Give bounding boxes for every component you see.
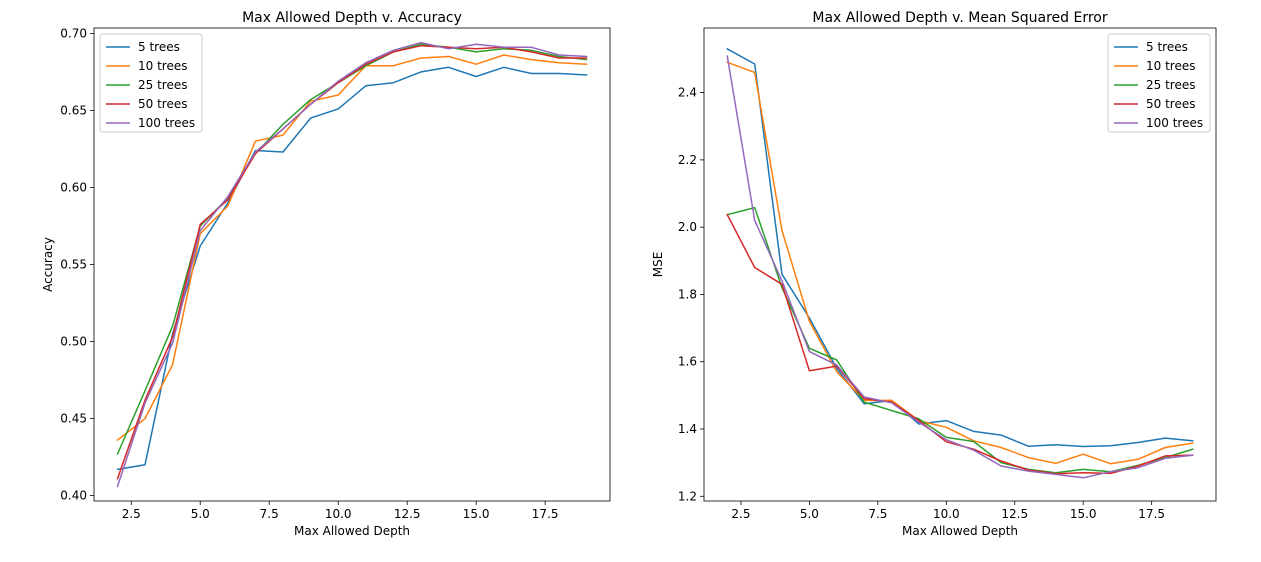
x-tick-label: 2.5	[122, 507, 141, 521]
y-tick-label: 0.65	[60, 103, 87, 117]
y-tick-label: 2.4	[678, 86, 697, 100]
y-tick-label: 2.2	[678, 153, 697, 167]
legend-label-2: 25 trees	[138, 78, 187, 92]
x-axis-label: Max Allowed Depth	[294, 524, 410, 538]
y-tick-label: 1.6	[678, 355, 697, 369]
y-tick-label: 0.55	[60, 258, 87, 272]
legend-label-4: 100 trees	[138, 116, 195, 130]
legend: 5 trees 10 trees 25 trees 50 trees 100 trees	[99, 33, 203, 133]
y-tick-label: 1.8	[678, 287, 697, 301]
series-lines	[726, 47, 1194, 479]
legend-label-1: 10 trees	[138, 59, 187, 73]
x-tick-label: 15.0	[1070, 507, 1097, 521]
chart-title: Max Allowed Depth v. Mean Squared Error	[812, 10, 1107, 26]
y-axis-label: MSE	[651, 252, 665, 278]
y-tick-label: 0.50	[60, 335, 87, 349]
legend-label-3: 50 trees	[138, 97, 187, 111]
legend-label-4: 100 trees	[1146, 116, 1203, 130]
y-tick-label: 0.60	[60, 180, 87, 194]
legend-box	[99, 33, 203, 133]
chart-title: Max Allowed Depth v. Accuracy	[242, 10, 462, 26]
series-line-4	[726, 55, 1194, 479]
x-tick-label: 17.5	[1138, 507, 1165, 521]
y-tick-label: 0.45	[60, 412, 87, 426]
y-tick-label: 0.70	[60, 26, 87, 40]
x-tick-label: 12.5	[394, 507, 421, 521]
x-tick-label: 2.5	[731, 507, 750, 521]
legend-label-0: 5 trees	[138, 40, 180, 54]
x-tick-label: 15.0	[463, 507, 490, 521]
series-line-1	[116, 54, 588, 442]
x-tick-label: 10.0	[325, 507, 352, 521]
series-line-2	[726, 206, 1194, 474]
x-axis-label: Max Allowed Depth	[902, 524, 1018, 538]
legend-box	[1107, 33, 1211, 133]
legend-label-2: 25 trees	[1146, 78, 1195, 92]
series-line-3	[726, 213, 1194, 475]
x-tick-label: 5.0	[800, 507, 819, 521]
plot-frame	[703, 27, 1217, 502]
series-lines	[116, 41, 588, 488]
legend: 5 trees 10 trees 25 trees 50 trees 100 trees	[1107, 33, 1211, 133]
x-tick-label: 5.0	[191, 507, 210, 521]
y-tick-label: 2.0	[678, 220, 697, 234]
x-tick-label: 17.5	[532, 507, 559, 521]
y-tick-label: 1.2	[678, 489, 697, 503]
legend-label-3: 50 trees	[1146, 97, 1195, 111]
legend-label-1: 10 trees	[1146, 59, 1195, 73]
legend-label-0: 5 trees	[1146, 40, 1188, 54]
series-line-0	[726, 47, 1194, 448]
series-line-0	[116, 66, 588, 471]
mse-chart: 2.5 5.0 7.5 10.0 12.5 15.0 17.5 1.2 1.4 1.6 1.8 2.0…	[651, 10, 1217, 538]
x-tick-label: 7.5	[260, 507, 279, 521]
y-tick-label: 0.40	[60, 489, 87, 503]
x-tick-label: 12.5	[1001, 507, 1028, 521]
y-axis-label: Accuracy	[41, 237, 55, 292]
y-tick-label: 1.4	[678, 422, 697, 436]
x-tick-label: 7.5	[868, 507, 887, 521]
series-line-1	[726, 61, 1194, 465]
x-tick-label: 10.0	[933, 507, 960, 521]
series-line-3	[116, 44, 588, 480]
series-line-4	[116, 41, 588, 488]
accuracy-chart: 2.5 5.0 7.5 10.0 12.5 15.0 17.5 0.40 0.45 0.50 0.5…	[41, 10, 611, 538]
